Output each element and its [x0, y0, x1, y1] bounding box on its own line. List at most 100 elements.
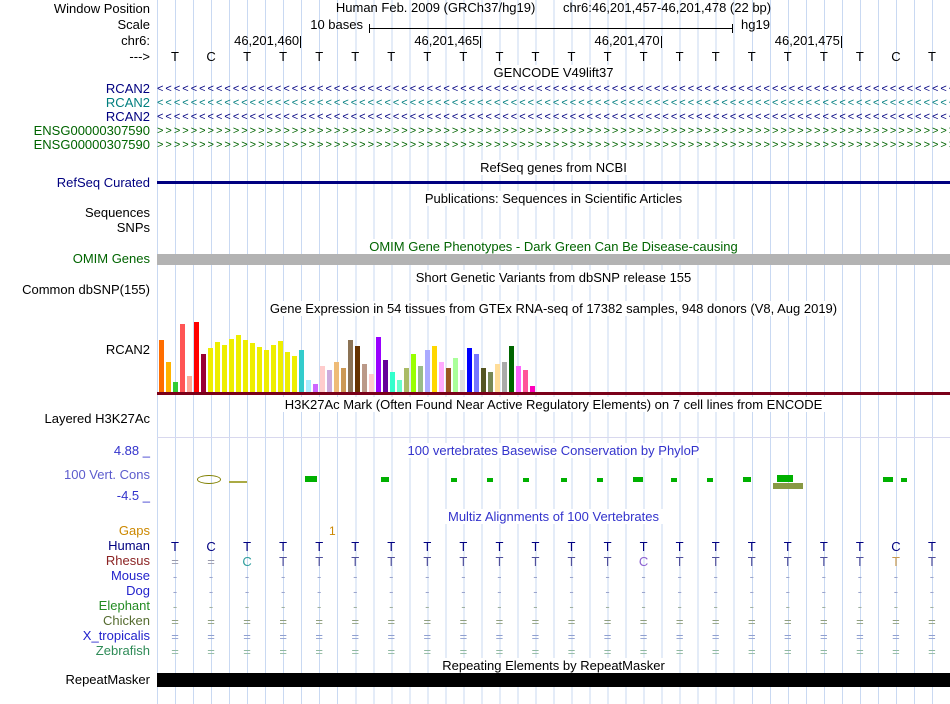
maf-human-base-6: T	[387, 539, 396, 554]
gene-track-rcan2-transcript-1[interactable]: <<<<<<<<<<<<<<<<<<<<<<<<<<<<<<<<<<<<<<<<…	[157, 83, 950, 95]
track-label-maf-dog[interactable]: Dog	[126, 583, 150, 598]
maf-x_tropicalis-base-13: =	[639, 629, 648, 644]
gtex-tissue-bar-28	[355, 346, 360, 392]
gtex-tissue-bar-1	[166, 362, 171, 392]
repeatmasker-element-bar[interactable]	[157, 673, 950, 687]
track-label-gtex-rcan2[interactable]: RCAN2	[105, 342, 150, 357]
maf-x_tropicalis-base-5: =	[351, 629, 360, 644]
gene-track-ensg00000307590-transcript-2[interactable]: >>>>>>>>>>>>>>>>>>>>>>>>>>>>>>>>>>>>>>>>…	[157, 139, 950, 151]
gene-track-rcan2-transcript-2[interactable]: <<<<<<<<<<<<<<<<<<<<<<<<<<<<<<<<<<<<<<<<…	[157, 97, 950, 109]
maf-dog-base-7: -	[425, 584, 430, 599]
track-label-maf-rhesus[interactable]: Rhesus	[105, 553, 150, 568]
gtex-tissue-bar-46	[481, 368, 486, 392]
track-label-sequences[interactable]: Sequences	[84, 205, 150, 220]
track-label-gene-rcan2-3[interactable]: RCAN2	[105, 109, 150, 124]
track-label-snps[interactable]: SNPs	[116, 220, 150, 235]
maf-mouse-base-1: -	[208, 569, 214, 584]
maf-dog-base-12: -	[605, 584, 610, 599]
maf-dog-base-5: -	[353, 584, 358, 599]
gtex-tissue-bar-9	[222, 345, 227, 392]
maf-rhesus-base-3: T	[279, 554, 288, 569]
maf-x_tropicalis-base-16: =	[747, 629, 756, 644]
gene-track-rcan2-transcript-3[interactable]: <<<<<<<<<<<<<<<<<<<<<<<<<<<<<<<<<<<<<<<<…	[157, 111, 950, 123]
track-label-gene-rcan2-1[interactable]: RCAN2	[105, 81, 150, 96]
multiz-row-dog[interactable]: ----------------------	[157, 584, 950, 599]
gtex-tissue-bar-29	[362, 364, 367, 392]
maf-x_tropicalis-base-9: =	[495, 629, 504, 644]
track-label-gene-ensg-1[interactable]: ENSG00000307590	[33, 123, 150, 138]
gtex-tissue-bar-27	[348, 340, 353, 392]
track-title-phylop-text: 100 vertebrates Basewise Conservation by…	[403, 443, 704, 458]
maf-dog-base-6: -	[389, 584, 394, 599]
multiz-row-zebrafish[interactable]: = = = = = = = = = = = = = = = = = = = = = =	[157, 644, 950, 659]
multiz-row-mouse[interactable]: ----------------------	[157, 569, 950, 584]
gene-track-ensg00000307590-transcript-1[interactable]: >>>>>>>>>>>>>>>>>>>>>>>>>>>>>>>>>>>>>>>>…	[157, 125, 950, 137]
maf-rhesus-base-10: T	[531, 554, 540, 569]
omim-genes-bar[interactable]	[157, 254, 950, 265]
maf-human-base-18: T	[819, 539, 828, 554]
track-title-refseq[interactable]: RefSeq genes from NCBI	[157, 160, 950, 175]
track-label-omim-genes[interactable]: OMIM Genes	[72, 251, 150, 266]
multiz-row-chicken[interactable]: = = = = = = = = = = = = = = = = = = = = = =	[157, 614, 950, 629]
maf-rhesus-base-9: T	[495, 554, 504, 569]
track-label-gene-ensg-2[interactable]: ENSG00000307590	[33, 137, 150, 152]
track-label-gene-rcan2-2[interactable]: RCAN2	[105, 95, 150, 110]
track-title-omim[interactable]: OMIM Gene Phenotypes - Dark Green Can Be…	[157, 239, 950, 254]
track-label-maf-mouse[interactable]: Mouse	[110, 568, 150, 583]
track-title-publications[interactable]: Publications: Sequences in Scientific Ar…	[157, 191, 950, 206]
maf-mouse-base-16: -	[749, 569, 754, 584]
gtex-tissue-bar-16	[271, 345, 276, 392]
base-5: T	[351, 49, 360, 64]
maf-human-base-17: T	[783, 539, 792, 554]
maf-human-base-7: T	[423, 539, 432, 554]
multiz-row-rhesus[interactable]: = = C T T T T T T T T T T C T T T T T T T T	[157, 554, 950, 569]
coordinate-tick-2: 46,201,470	[530, 34, 662, 48]
track-title-h3k27ac[interactable]: H3K27Ac Mark (Often Found Near Active Re…	[157, 397, 950, 412]
track-title-repeatmasker[interactable]: Repeating Elements by RepeatMasker	[157, 658, 950, 673]
track-label-strand: --->	[129, 49, 150, 64]
track-label-maf-zebrafish[interactable]: Zebrafish	[95, 643, 150, 658]
track-title-gencode[interactable]: GENCODE V49lift37	[157, 65, 950, 80]
refseq-curated-gene-bar[interactable]	[157, 181, 950, 184]
maf-chicken-base-7: =	[423, 614, 432, 629]
track-label-refseq-curated[interactable]: RefSeq Curated	[56, 175, 150, 190]
gtex-tissue-bar-31	[376, 337, 381, 392]
track-label-phylop-min: -4.5 _	[116, 488, 150, 503]
track-title-phylop[interactable]: 100 vertebrates Basewise Conservation by…	[157, 443, 950, 458]
track-title-gtex[interactable]: Gene Expression in 54 tissues from GTEx …	[157, 301, 950, 316]
track-labels-column: Window Position Scale chr6: ---> RCAN2 RCAN2 R…	[0, 0, 152, 704]
maf-mouse-base-14: -	[677, 569, 682, 584]
maf-zebrafish-base-15: =	[711, 644, 720, 659]
track-label-maf-xtropicalis[interactable]: X_tropicalis	[82, 628, 150, 643]
gtex-expression-chart[interactable]	[157, 316, 950, 392]
maf-x_tropicalis-base-21: =	[928, 629, 936, 644]
multiz-row-elephant[interactable]: ----------------------	[157, 599, 950, 614]
maf-human-base-21: T	[927, 539, 936, 554]
track-label-maf-elephant[interactable]: Elephant	[98, 598, 150, 613]
track-title-gencode-text: GENCODE V49lift37	[489, 65, 618, 80]
coordinate-tickmark	[300, 35, 302, 48]
maf-mouse-base-19: -	[857, 569, 863, 584]
maf-x_tropicalis-base-7: =	[423, 629, 432, 644]
track-title-multiz[interactable]: Multiz Alignments of 100 Vertebrates	[157, 509, 950, 524]
base-17: T	[783, 49, 792, 64]
maf-zebrafish-base-20: =	[892, 644, 900, 659]
maf-elephant-base-8: -	[461, 599, 466, 614]
track-label-maf-chicken[interactable]: Chicken	[103, 613, 150, 628]
track-label-layered-h3k27ac[interactable]: Layered H3K27Ac	[44, 411, 150, 426]
maf-mouse-base-12: -	[605, 569, 610, 584]
phylop-conservation-track[interactable]	[157, 444, 950, 506]
h3k27ac-signal-baseline[interactable]	[157, 437, 950, 438]
track-title-dbsnp[interactable]: Short Genetic Variants from dbSNP releas…	[157, 270, 950, 285]
multiz-row-x_tropicalis[interactable]: = = = = = = = = = = = = = = = = = = = = = =	[157, 629, 950, 644]
track-label-vert-cons[interactable]: 100 Vert. Cons	[64, 467, 150, 482]
track-label-maf-gaps[interactable]: Gaps	[118, 523, 150, 538]
base-16: T	[747, 49, 756, 64]
gtex-tissue-bar-24	[327, 370, 332, 392]
track-label-repeatmasker[interactable]: RepeatMasker	[65, 672, 150, 687]
track-label-common-dbsnp[interactable]: Common dbSNP(155)	[22, 282, 150, 297]
track-label-maf-human[interactable]: Human	[108, 538, 150, 553]
maf-human-base-16: T	[747, 539, 756, 554]
